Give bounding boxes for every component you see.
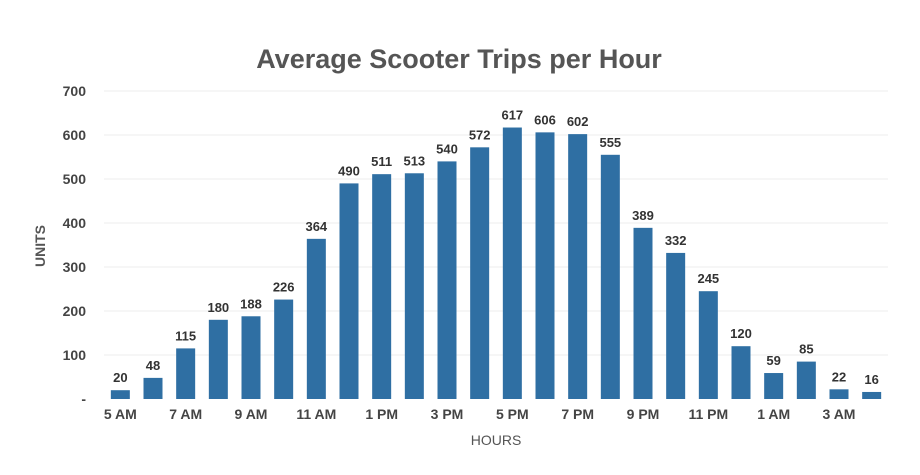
data-label: 490 [338, 163, 360, 178]
x-tick-label: 9 PM [627, 406, 660, 422]
bar-10-pm [666, 252, 686, 399]
bar-9-pm [633, 227, 653, 399]
data-labels: 20 48 115 180 188 226 364 490 511 513 540 572 617 606… [113, 108, 879, 387]
bar-8-pm [600, 154, 620, 399]
bar-12-pm [339, 183, 359, 399]
x-tick-label: 11 AM [296, 406, 336, 422]
x-tick-label: 9 AM [235, 406, 268, 422]
data-label: 59 [766, 353, 780, 368]
bar-4-am [862, 391, 882, 399]
x-axis-ticks: 5 AM 7 AM 9 AM 11 AM 1 PM 3 PM 5 PM 7 PM 9 PM 11 … [104, 406, 856, 422]
data-label: 617 [501, 108, 523, 123]
data-label: 606 [534, 112, 556, 127]
x-tick-label: 1 PM [365, 406, 398, 422]
data-label: 364 [305, 219, 327, 234]
bar-2-am [796, 361, 816, 399]
bar-7-pm [568, 134, 588, 399]
bar-5-am [110, 390, 130, 399]
bar-6-pm [535, 132, 555, 400]
bar-10-am [274, 299, 294, 399]
data-label: 188 [240, 296, 262, 311]
bar-8-am [208, 319, 228, 399]
bars [110, 127, 882, 400]
data-label: 245 [697, 271, 719, 286]
y-tick-label: 400 [63, 215, 87, 231]
x-tick-label: 1 AM [757, 406, 790, 422]
y-tick-label: 700 [63, 83, 87, 99]
bar-4-pm [470, 147, 490, 399]
data-label: 572 [469, 127, 491, 142]
gridlines [104, 90, 888, 356]
data-label: 20 [113, 370, 127, 385]
x-tick-label: 7 AM [169, 406, 202, 422]
bar-9-am [241, 316, 261, 399]
chart-title: Average Scooter Trips per Hour [256, 44, 662, 74]
x-tick-label: 5 AM [104, 406, 137, 422]
data-label: 513 [403, 153, 425, 168]
y-axis-title: UNITS [32, 225, 48, 267]
bar-2-pm [404, 173, 424, 399]
y-tick-label: 200 [63, 303, 87, 319]
bar-6-am [143, 377, 163, 399]
data-label: 85 [799, 342, 813, 357]
bar-5-pm [502, 127, 522, 400]
x-axis-title: HOURS [471, 432, 522, 448]
data-label: 22 [832, 369, 846, 384]
y-tick-label: - [81, 391, 86, 407]
data-label: 511 [371, 154, 392, 169]
data-label: 180 [207, 300, 229, 315]
x-tick-label: 11 PM [688, 406, 728, 422]
bar-11-pm [698, 291, 718, 399]
data-label: 48 [146, 358, 160, 373]
bar-12-am [731, 346, 751, 399]
y-tick-label: 600 [63, 127, 87, 143]
bar-11-am [306, 238, 326, 399]
data-label: 226 [273, 280, 295, 295]
data-label: 332 [665, 233, 687, 248]
x-tick-label: 3 PM [431, 406, 464, 422]
bar-7-am [176, 348, 196, 399]
y-tick-label: 500 [63, 171, 87, 187]
bar-3-pm [437, 161, 457, 399]
bar-1-pm [372, 174, 392, 399]
y-axis-ticks: - 100 200 300 400 500 600 700 [63, 83, 87, 407]
data-label: 120 [730, 326, 752, 341]
y-tick-label: 100 [63, 347, 87, 363]
x-tick-label: 5 PM [496, 406, 529, 422]
data-label: 16 [864, 372, 878, 387]
bar-3-am [829, 389, 849, 399]
x-tick-label: 3 AM [823, 406, 856, 422]
x-tick-label: 7 PM [561, 406, 594, 422]
data-label: 115 [175, 328, 196, 343]
y-tick-label: 300 [63, 259, 87, 275]
data-label: 389 [632, 208, 654, 223]
data-label: 555 [599, 135, 621, 150]
data-label: 540 [436, 141, 458, 156]
bar-1-am [764, 373, 784, 399]
data-label: 602 [567, 114, 589, 129]
